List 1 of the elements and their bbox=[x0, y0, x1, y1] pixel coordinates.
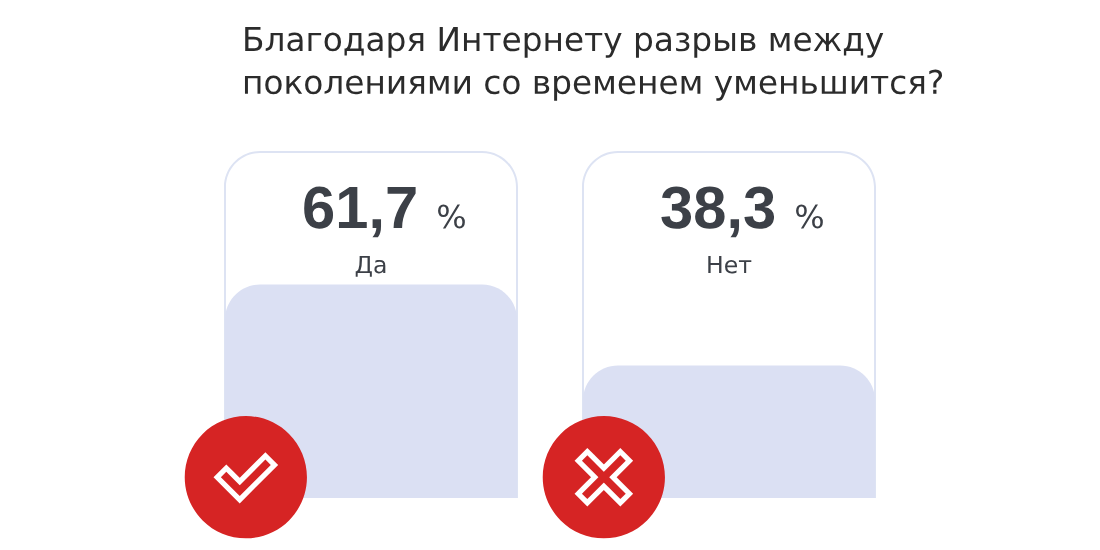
chart-title: Благодаря Интернету разрыв между поколениями со временем уменьшится? bbox=[244, 27, 943, 101]
